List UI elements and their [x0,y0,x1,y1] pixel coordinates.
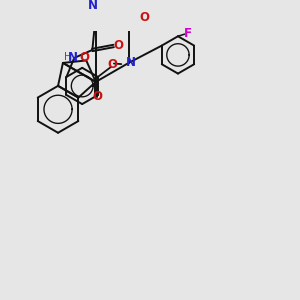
Text: N: N [88,0,98,13]
Text: O: O [79,51,89,64]
Text: O: O [113,39,123,52]
Text: O: O [107,58,117,71]
Text: O: O [92,89,102,103]
Text: F: F [184,27,192,40]
Text: H: H [64,52,72,62]
Text: O: O [139,11,149,24]
Text: N: N [68,51,78,64]
Text: N: N [126,56,136,69]
